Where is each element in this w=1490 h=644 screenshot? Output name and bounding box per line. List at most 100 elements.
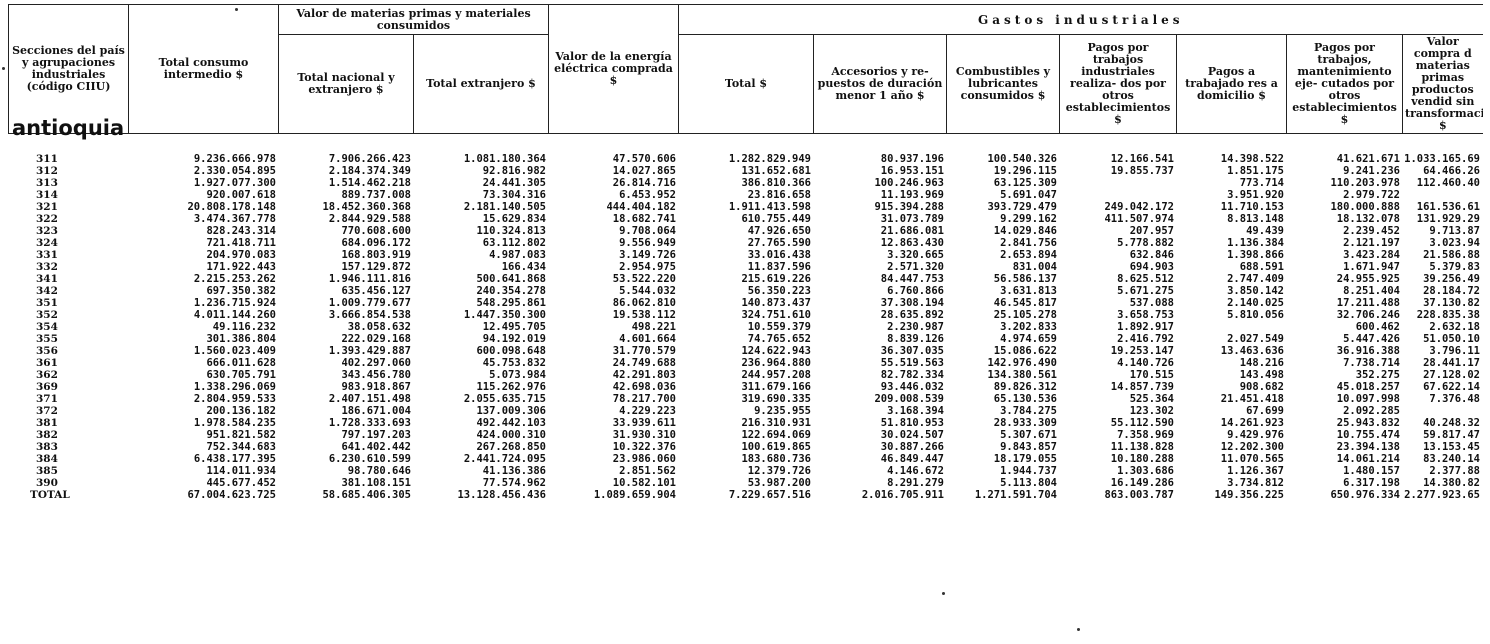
table-cell: 2.407.151.498 [328,393,411,405]
header-pagos-trabajos: Pagos por trabajos industriales realiza-… [1059,34,1177,134]
table-cell: 1.728.333.693 [328,417,411,429]
table-cell: 12.863.430 [880,237,944,249]
table-cell: 3.320.665 [887,249,944,261]
table-cell: 23.816.658 [747,189,811,201]
table-cell: 3.951.920 [1227,189,1284,201]
table-cell: 2.215.253.262 [193,273,276,285]
table-cell: 831.004 [1012,261,1057,273]
table-cell: 18.132.078 [1336,213,1400,225]
table-cell: 183.680.736 [741,453,811,465]
table-cell: 688.591 [1239,261,1284,273]
table-cell: 28.184.72 [1423,285,1480,297]
table-cell: 3.023.94 [1429,237,1480,249]
table-cell: 7.738.714 [1343,357,1400,369]
table-cell: 47.570.606 [612,153,676,165]
table-cell: 773.714 [1239,177,1284,189]
table-row: 352 4.011.144.260 3.666.854.538 1.447.350.3… [8,309,1482,321]
table-cell: 8.291.279 [887,477,944,489]
table-cell: 30.887.266 [880,441,944,453]
table-cell: 1.944.737 [1000,465,1057,477]
table-cell: 721.418.711 [206,237,276,249]
table-cell: 1.081.180.364 [463,153,546,165]
table-cell: 31.930.310 [612,429,676,441]
table-cell: 4.601.664 [619,333,676,345]
table-row: 372 200.136.182 186.671.004 137.009.306 4.22… [8,405,1482,417]
table-cell: 537.088 [1129,297,1174,309]
table-cell: 11.070.565 [1220,453,1284,465]
header-pagos-domicilio: Pagos a trabajado res a domicilio $ [1176,34,1287,134]
table-row: 311 9.236.666.978 7.906.266.423 1.081.180.3… [8,153,1482,165]
table-cell: 13.128.456.436 [457,489,546,501]
table-cell: 1.236.715.924 [193,297,276,309]
table-cell: 11.138.828 [1110,441,1174,453]
table-row: 390 445.677.452 381.108.151 77.574.962 10.58… [8,477,1482,489]
table-cell: 49.116.232 [212,321,276,333]
table-cell: 1.671.947 [1343,261,1400,273]
row-code: 372 [36,405,58,417]
table-cell: 9.713.87 [1429,225,1480,237]
table-cell: 752.344.683 [206,441,276,453]
speck [235,8,238,11]
table-cell: 650.976.334 [1330,489,1400,501]
table-cell: 3.796.11 [1429,345,1480,357]
table-cell: 4.987.083 [489,249,546,261]
table-cell: 20.808.178.148 [187,201,276,213]
table-cell: 9.241.236 [1343,165,1400,177]
table-cell: 200.136.182 [206,405,276,417]
table-cell: 59.817.47 [1423,429,1480,441]
row-code: 381 [36,417,58,429]
table-cell: 770.608.600 [341,225,411,237]
table-cell: 5.778.882 [1117,237,1174,249]
table-cell: 5.073.984 [489,369,546,381]
table-row: 381 1.978.584.235 1.728.333.693 492.442.103… [8,417,1482,429]
table-cell: 6.230.610.599 [328,453,411,465]
table-cell: 6.317.198 [1343,477,1400,489]
table-cell: 610.755.449 [741,213,811,225]
table-cell: 124.622.943 [741,345,811,357]
table-cell: 6.760.866 [887,285,944,297]
table-cell: 19.296.115 [993,165,1057,177]
table-cell: 89.826.312 [993,381,1057,393]
table-row: 323 828.243.314 770.608.600 110.324.813 9.70… [8,225,1482,237]
table-cell: 3.784.275 [1000,405,1057,417]
table-cell: 110.324.813 [476,225,546,237]
table-cell: 311.679.166 [741,381,811,393]
table-cell: 4.974.659 [1000,333,1057,345]
table-cell: 207.957 [1129,225,1174,237]
table-cell: 3.850.142 [1227,285,1284,297]
table-cell: 25.105.278 [993,309,1057,321]
table-cell: 694.903 [1129,261,1174,273]
table-row: 361 666.011.628 402.297.060 45.753.832 24.74… [8,357,1482,369]
table-cell: 697.350.382 [206,285,276,297]
table-cell: 2.027.549 [1227,333,1284,345]
table-cell: 157.129.872 [341,261,411,273]
table-cell: 7.906.266.423 [328,153,411,165]
table-cell: 93.446.032 [880,381,944,393]
table-cell: 381.108.151 [341,477,411,489]
table-cell: 9.708.064 [619,225,676,237]
table-cell: 600.462 [1355,321,1400,333]
table-cell: 2.016.705.911 [861,489,944,501]
table-cell: 10.559.379 [747,321,811,333]
table-cell: 36.916.388 [1336,345,1400,357]
table-cell: 236.964.880 [741,357,811,369]
table-cell: 39.256.49 [1423,273,1480,285]
table-row: 384 6.438.177.395 6.230.610.599 2.441.724.0… [8,453,1482,465]
table-cell: 12.379.726 [747,465,811,477]
table-cell: 56.586.137 [993,273,1057,285]
table-cell: 492.442.103 [476,417,546,429]
table-cell: 2.055.635.715 [463,393,546,405]
row-code: 313 [36,177,58,189]
table-cell: 2.804.959.533 [193,393,276,405]
table-cell: 6.453.952 [619,189,676,201]
table-cell: 180.000.888 [1330,201,1400,213]
table-cell: 3.423.284 [1343,249,1400,261]
table-row: 356 1.560.023.409 1.393.429.887 600.098.648… [8,345,1482,357]
table-cell: 267.268.850 [476,441,546,453]
header-valor-materias: Valor de materias primas y materiales co… [278,4,549,35]
table-cell: 1.911.413.598 [728,201,811,213]
header-total-consumo: Total consumo intermedio $ [128,4,279,134]
table-cell: 14.398.522 [1220,153,1284,165]
table-cell: 33.016.438 [747,249,811,261]
table-cell: 635.456.127 [341,285,411,297]
